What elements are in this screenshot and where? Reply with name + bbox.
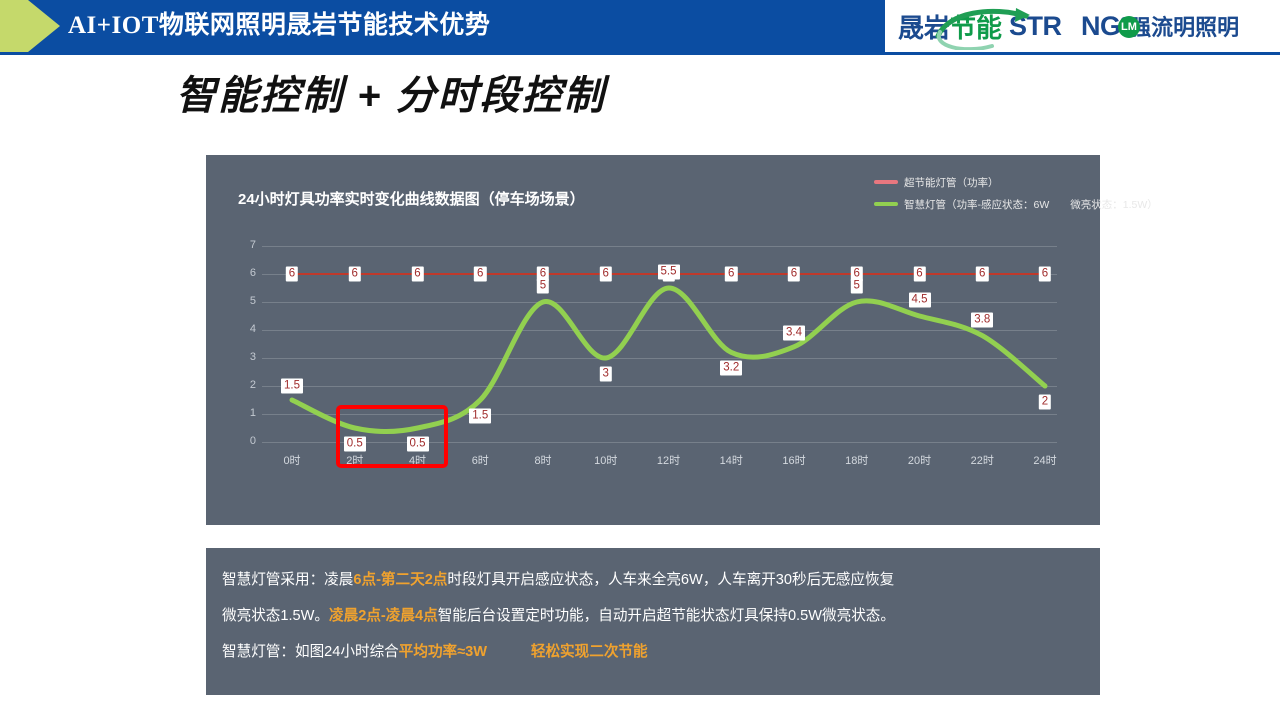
- data-label-smart-tube: 3.4: [783, 325, 805, 341]
- logo-lm-badge: LM: [1118, 16, 1140, 38]
- x-axis-tick-label: 22时: [970, 455, 994, 467]
- chart-legend: 超节能灯管（功率） 智慧灯管（功率-感应状态：6W 微亮状态：1.5W）: [874, 172, 1194, 216]
- legend-swatch-icon: [874, 202, 898, 206]
- data-label-super-energy: 6: [474, 266, 487, 282]
- logo-brand-cn-dark: 晟岩: [898, 12, 951, 43]
- header-blue-band: [0, 0, 885, 52]
- y-axis-tick-label: 1: [249, 407, 256, 419]
- legend-label: 超节能灯管（功率）: [904, 176, 999, 189]
- gridline: [262, 358, 1057, 359]
- data-label-smart-tube: 5: [536, 278, 550, 294]
- highlight-annotation-box: [336, 405, 448, 468]
- y-axis-tick-label: 0: [249, 435, 256, 447]
- gridline: [262, 442, 1057, 443]
- description-line-2-seg-0: 微亮状态1.5W。: [222, 608, 330, 624]
- data-label-smart-tube: 0.5: [343, 436, 366, 452]
- company-logo: 晟岩节能 STR NG® 强流明照明: [890, 0, 1280, 52]
- y-axis-tick-label: 5: [249, 295, 256, 307]
- x-axis-tick-label: 18时: [845, 455, 869, 467]
- x-axis-tick-label: 6时: [471, 455, 489, 467]
- data-label-super-energy: 6: [725, 266, 738, 282]
- gridline: [262, 414, 1057, 415]
- page-header: AI+IOT物联网照明晟岩节能技术优势 晟岩节能 STR NG® 强流明照明 L…: [0, 0, 1280, 58]
- description-line-1-seg-2: 时段灯具开启感应状态，人车来全亮6W，人车离开30秒后无感应恢复: [447, 572, 895, 588]
- data-label-super-energy: 6: [411, 266, 424, 282]
- x-axis-tick-label: 14时: [719, 455, 743, 467]
- header-divider-rule: [0, 52, 1280, 55]
- description-line-3-seg-0: 智慧灯管：如图24小时综合: [222, 644, 399, 660]
- logo-brand-tail: 强流明照明: [1129, 15, 1240, 40]
- description-line-3: 智慧灯管：如图24小时综合平均功率≈3W 轻松实现二次节能: [222, 634, 1084, 670]
- data-label-super-energy: 6: [536, 266, 550, 282]
- data-label-super-energy: 6: [850, 266, 863, 282]
- page-title: AI+IOT物联网照明晟岩节能技术优势: [68, 12, 491, 39]
- description-line-2-seg-1: 凌晨2点-凌晨4点: [329, 608, 438, 624]
- data-label-smart-tube: 3: [599, 366, 612, 382]
- data-label-super-energy: 6: [976, 266, 989, 282]
- y-axis-tick-label: 6: [249, 267, 256, 279]
- data-label-smart-tube: 0.5: [406, 436, 429, 452]
- data-label-smart-tube: 3.8: [971, 312, 994, 328]
- x-axis-tick-label: 24时: [1033, 455, 1057, 467]
- legend-label: 智慧灯管（功率-感应状态：6W 微亮状态：1.5W）: [904, 198, 1158, 211]
- description-line-1-seg-1: 6点-第二天2点: [353, 572, 448, 588]
- gridline: [262, 302, 1057, 303]
- legend-swatch-icon: [874, 180, 898, 184]
- chart-title: 24小时灯具功率实时变化曲线数据图（停车场场景）: [238, 191, 585, 208]
- series-line-smart-tube: [289, 285, 1048, 434]
- data-label-super-energy: 6: [1038, 266, 1052, 282]
- data-label-super-energy: 6: [599, 266, 612, 282]
- legend-item-0: 超节能灯管（功率）: [874, 172, 1194, 192]
- y-axis-tick-label: 3: [249, 351, 256, 363]
- description-line-3-seg-1: 平均功率≈3W: [398, 644, 488, 660]
- description-line-3-seg-2: [487, 644, 531, 660]
- data-label-super-energy: 6: [348, 266, 361, 282]
- gridline: [262, 246, 1057, 247]
- data-label-super-energy: 6: [913, 266, 926, 282]
- description-line-2: 微亮状态1.5W。凌晨2点-凌晨4点智能后台设置定时功能，自动开启超节能状态灯具…: [222, 598, 1084, 634]
- x-axis-tick-label: 16时: [782, 455, 806, 467]
- data-label-super-energy: 6: [285, 266, 299, 282]
- gridline: [262, 330, 1057, 331]
- legend-item-1: 智慧灯管（功率-感应状态：6W 微亮状态：1.5W）: [874, 194, 1194, 214]
- data-label-super-energy: 6: [787, 266, 801, 282]
- logo-brand-cn-green: 节能: [950, 12, 1003, 43]
- y-axis-tick-label: 7: [249, 239, 256, 251]
- x-axis-tick-label: 10时: [594, 455, 618, 467]
- description-line-3-seg-3: 轻松实现二次节能: [530, 644, 648, 660]
- logo-strong-part2: NG: [1081, 10, 1121, 41]
- data-label-smart-tube: 4.5: [908, 292, 931, 308]
- x-axis-tick-label: 0时: [283, 455, 301, 467]
- data-label-smart-tube: 5.5: [657, 264, 680, 280]
- y-axis-tick-label: 2: [249, 379, 256, 391]
- gridline: [262, 386, 1057, 387]
- x-axis-tick-label: 20时: [907, 455, 932, 467]
- data-label-smart-tube: 5: [850, 278, 863, 294]
- logo-brand-cn: 晟岩节能: [898, 8, 1002, 45]
- y-axis-tick-label: 4: [249, 323, 256, 335]
- data-label-smart-tube: 1.5: [281, 378, 303, 394]
- logo-strong-text: STR NG®: [1009, 10, 1129, 42]
- x-axis-tick-label: 8时: [534, 455, 552, 467]
- logo-strong-part1: STR: [1009, 10, 1062, 41]
- chart-panel: 24小时灯具功率实时变化曲线数据图（停车场场景） 超节能灯管（功率） 智慧灯管（功…: [206, 155, 1158, 525]
- description-line-2-seg-2: 智能后台设置定时功能，自动开启超节能状态灯具保持0.5W微亮状态。: [437, 608, 895, 624]
- description-panel: 智慧灯管采用：凌晨6点-第二天2点时段灯具开启感应状态，人车来全亮6W，人车离开…: [206, 548, 1100, 695]
- description-line-1: 智慧灯管采用：凌晨6点-第二天2点时段灯具开启感应状态，人车来全亮6W，人车离开…: [222, 562, 1084, 598]
- data-label-smart-tube: 1.5: [469, 408, 492, 424]
- data-label-smart-tube: 2: [1038, 394, 1052, 410]
- slide-subtitle: 智能控制 + 分时段控制: [176, 74, 606, 118]
- description-line-1-seg-0: 智慧灯管采用：凌晨: [222, 572, 354, 588]
- x-axis-tick-label: 12时: [656, 455, 681, 467]
- data-label-smart-tube: 3.2: [720, 360, 743, 376]
